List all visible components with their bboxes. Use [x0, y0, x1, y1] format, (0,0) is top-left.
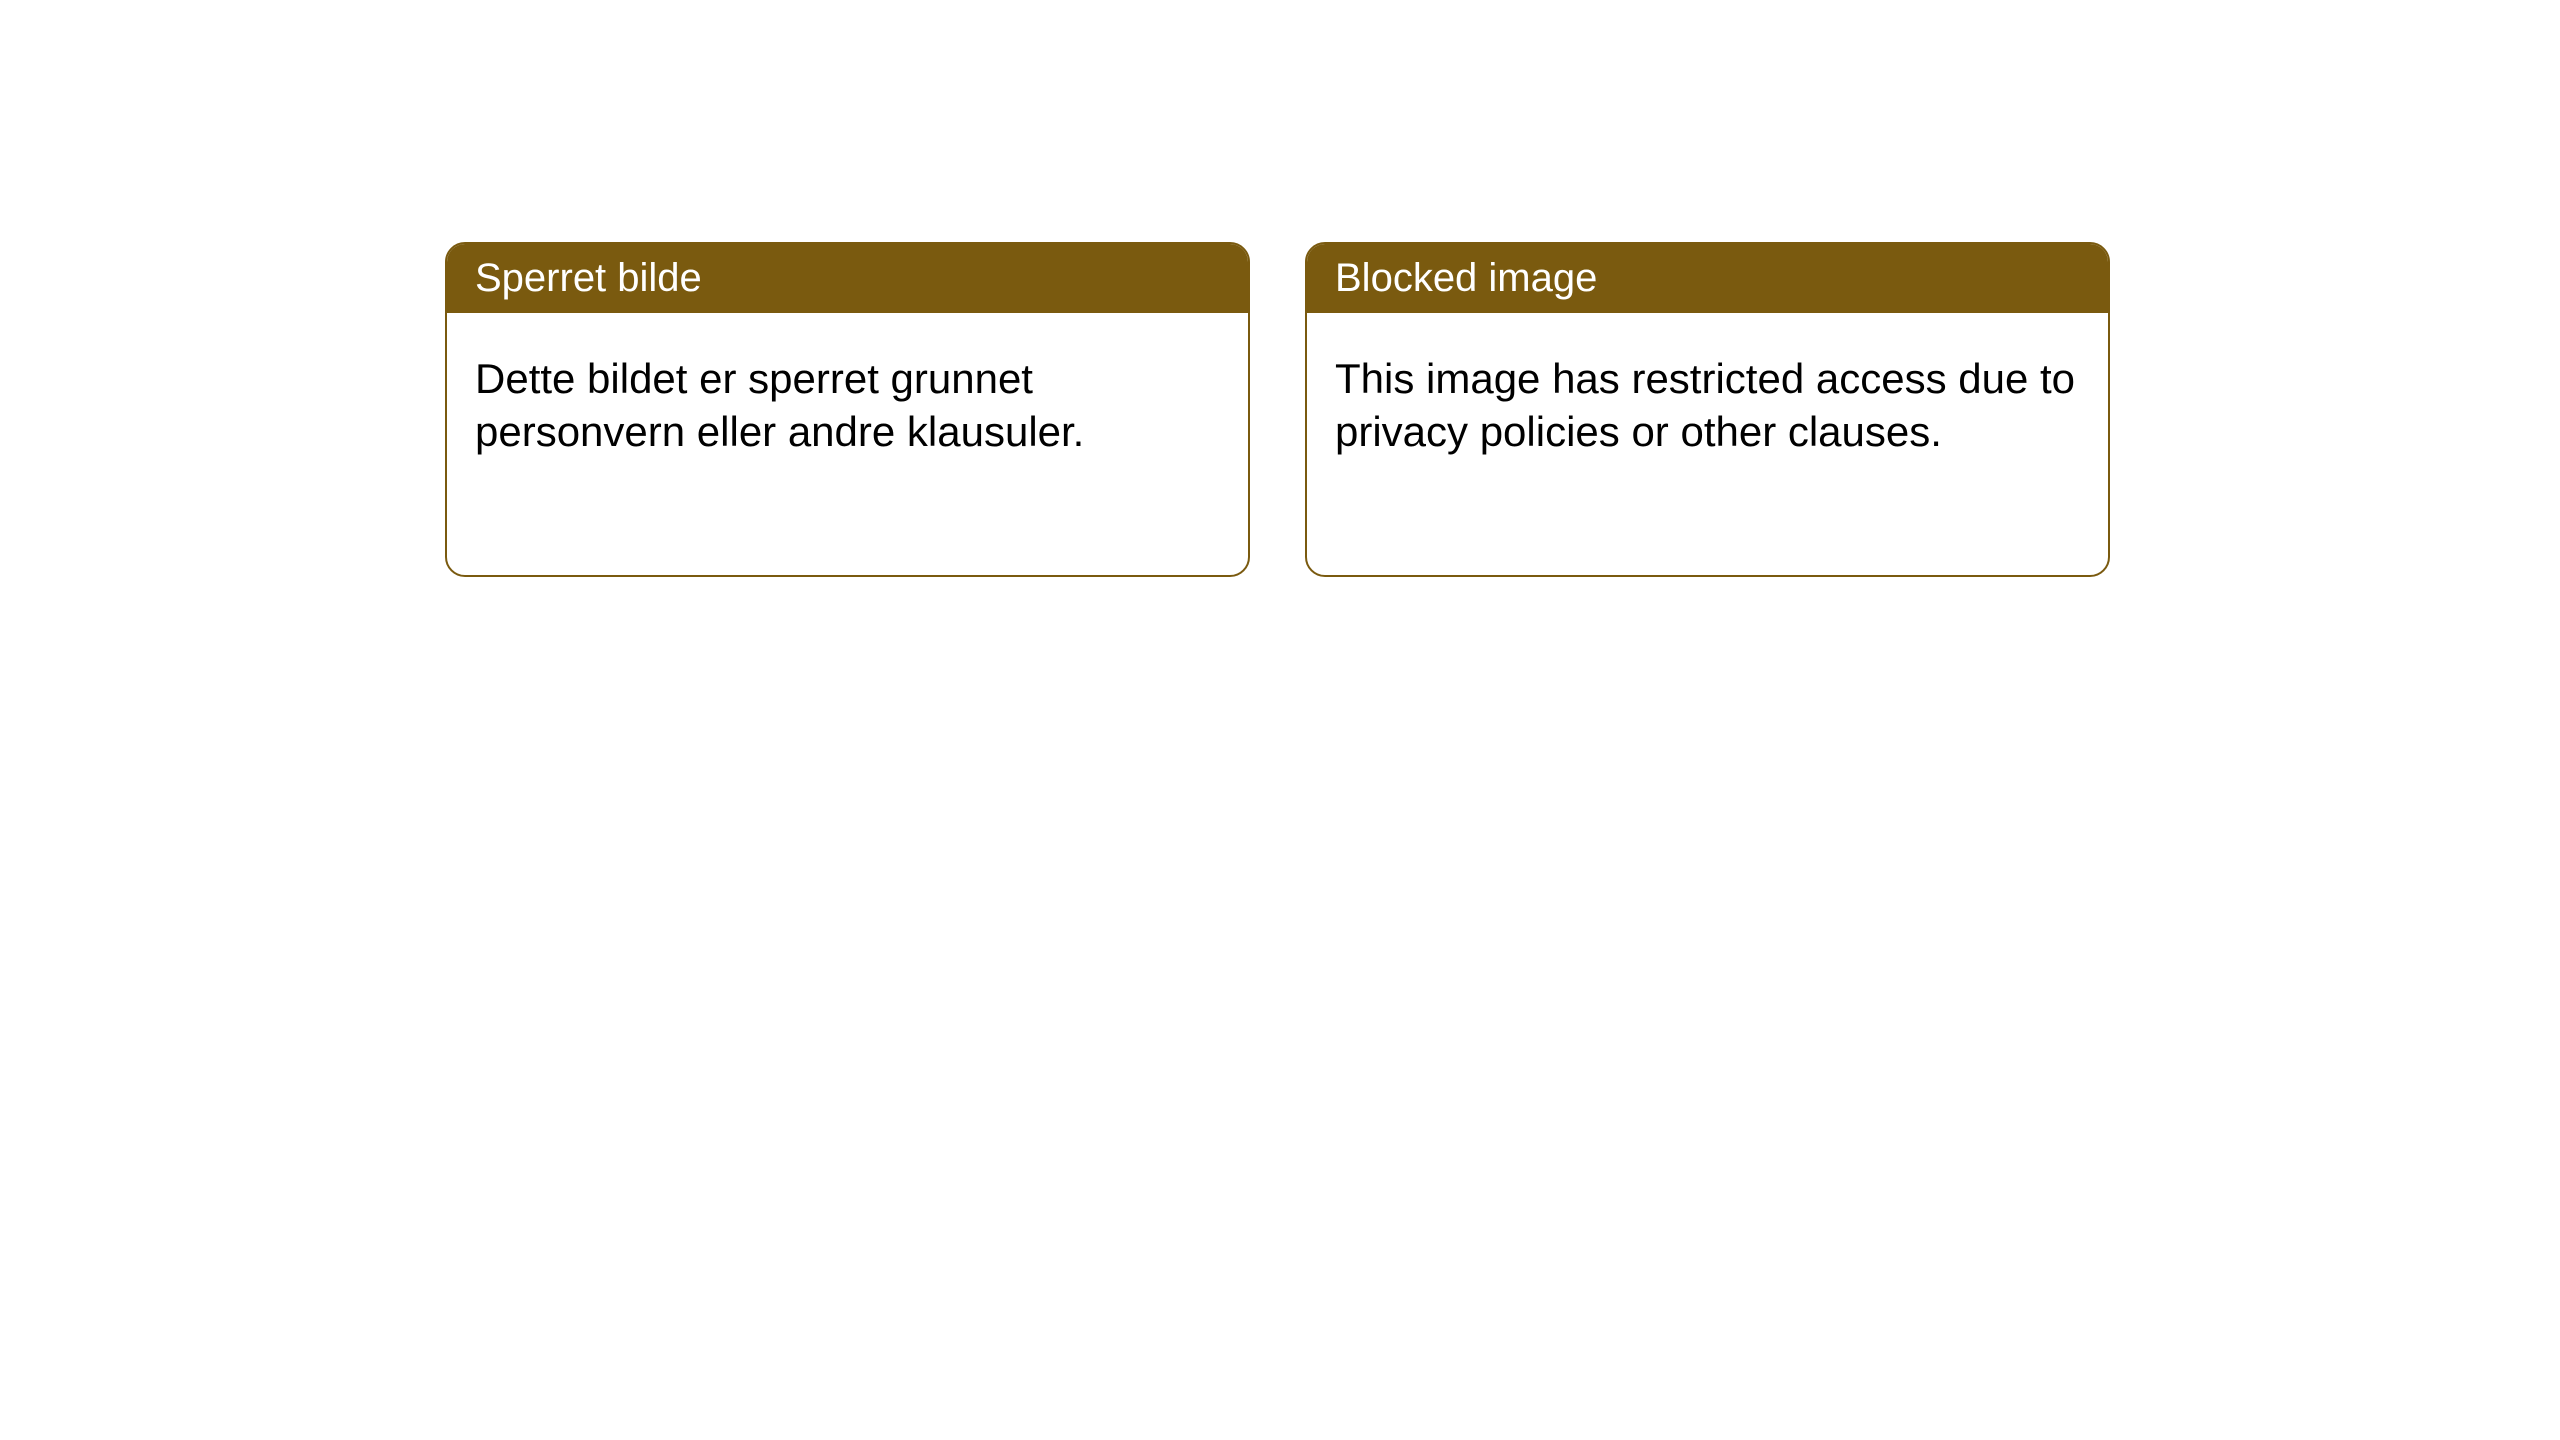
card-header: Blocked image	[1307, 244, 2108, 313]
card-body-text: Dette bildet er sperret grunnet personve…	[475, 355, 1084, 455]
card-body: This image has restricted access due to …	[1307, 313, 2108, 498]
notice-cards-container: Sperret bilde Dette bildet er sperret gr…	[0, 0, 2560, 577]
card-body-text: This image has restricted access due to …	[1335, 355, 2075, 455]
notice-card-english: Blocked image This image has restricted …	[1305, 242, 2110, 577]
notice-card-norwegian: Sperret bilde Dette bildet er sperret gr…	[445, 242, 1250, 577]
card-title: Blocked image	[1335, 256, 1597, 300]
card-title: Sperret bilde	[475, 256, 702, 300]
card-header: Sperret bilde	[447, 244, 1248, 313]
card-body: Dette bildet er sperret grunnet personve…	[447, 313, 1248, 498]
